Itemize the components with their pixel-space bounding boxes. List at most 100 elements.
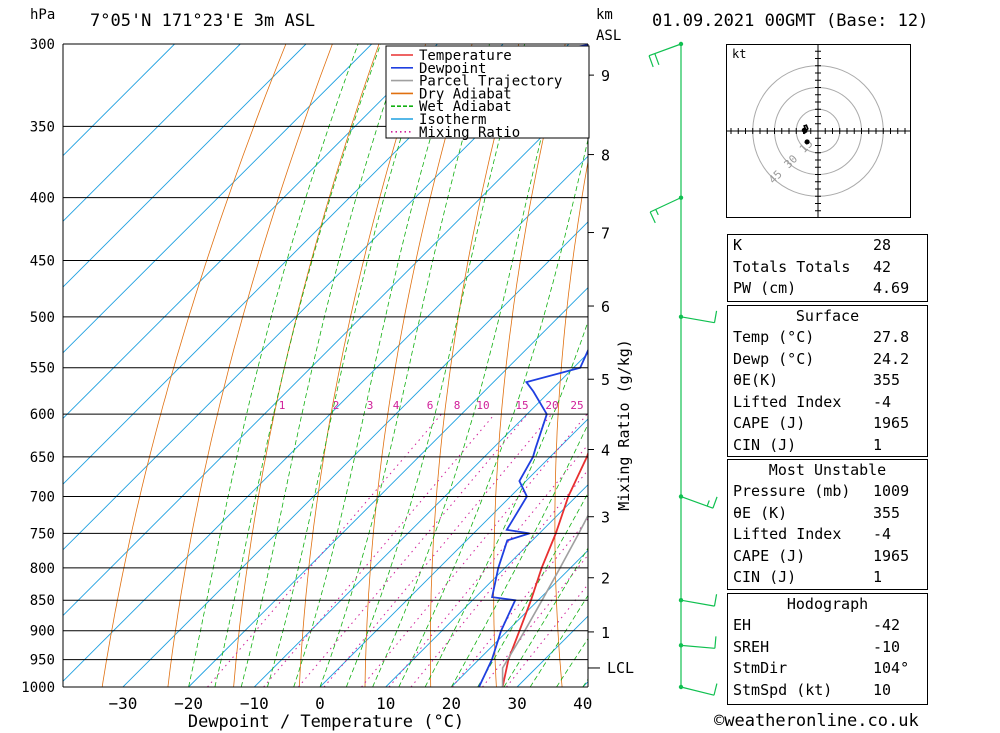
- panel-row-value: 355: [873, 371, 901, 389]
- panel-row-value: 104°: [873, 659, 910, 677]
- panel-row-value: -4: [873, 525, 892, 543]
- panel-row-value: 10: [873, 680, 892, 699]
- panel-row-key: Temp (°C): [733, 328, 815, 346]
- temperature-tick-label: −10: [240, 694, 269, 713]
- panel-row: Pressure (mb) 1009: [728, 481, 927, 502]
- panel-row: PW (cm) 4.69: [728, 278, 927, 299]
- wind-barb-base: [678, 598, 684, 603]
- pressure-tick-label: 850: [30, 593, 55, 609]
- dry-adiabat-line: [167, 44, 333, 687]
- isotherm-line: [385, 484, 588, 687]
- asl-unit-label: ASL: [596, 28, 622, 44]
- panel-row-key: PW (cm): [733, 279, 797, 297]
- panel-row-key: Pressure (mb): [733, 482, 851, 500]
- mixing-ratio-value-label: 4: [393, 399, 400, 412]
- legend-entry: Wet Adiabat: [419, 99, 512, 115]
- hodograph-ring-label: 45: [766, 168, 785, 187]
- panel-row-key: CAPE (J): [733, 546, 806, 565]
- pressure-tick-label: 700: [30, 490, 55, 506]
- wind-barb-staff: [680, 644, 715, 649]
- isotherm-line: [188, 286, 588, 687]
- height-tick-label: 6: [601, 298, 610, 316]
- wind-barb-flag: [714, 636, 717, 649]
- mixing-ratio-value-label: 1: [279, 399, 286, 412]
- temperature-tick-label: 20: [442, 694, 461, 713]
- panel-row-key: StmDir: [733, 659, 788, 677]
- panel-row: CIN (J) 1: [728, 435, 927, 456]
- panel-row: StmSpd (kt) 10: [728, 680, 927, 701]
- pressure-tick-label: 750: [30, 526, 55, 542]
- location-title: 7°05'N 171°23'E 3m ASL: [90, 11, 316, 31]
- wind-barb-base: [678, 494, 684, 499]
- temperature-tick-label: 30: [507, 694, 526, 713]
- wind-barb-flag: [712, 496, 718, 509]
- wind-barb: [649, 195, 684, 224]
- temperature-tick-label: 40: [573, 694, 592, 713]
- isotherm-line: [63, 89, 588, 617]
- wind-barb: [678, 494, 718, 509]
- wind-barb-staff: [648, 43, 682, 57]
- wet-adiabat-line: [293, 44, 459, 687]
- mixing-ratio-line: [451, 518, 588, 687]
- panel-row-key: CAPE (J): [733, 414, 806, 432]
- mixing-ratio-line: [410, 469, 588, 687]
- panel-row-value: 1: [873, 568, 883, 586]
- panel-row: SREH -10: [728, 637, 927, 658]
- panel-row-value: -10: [873, 637, 901, 656]
- copyright-footer: ©weatheronline.co.uk: [714, 711, 919, 731]
- hodograph-unit-label: kt: [732, 47, 746, 61]
- wind-barb-staff: [680, 599, 715, 607]
- panel-title: Most Unstable: [768, 461, 887, 479]
- hpa-unit-label: hPa: [30, 7, 56, 23]
- isotherm-line: [63, 44, 241, 222]
- panel-row-key: θE (K): [733, 503, 788, 522]
- panel-row-key: Totals Totals: [733, 257, 851, 276]
- wind-barb: [648, 41, 684, 68]
- legend-entry: Dewpoint: [419, 61, 486, 77]
- wind-barb-staff: [680, 686, 715, 696]
- panel-row-value: -42: [873, 616, 901, 634]
- mixing-ratio-value-label: 20: [545, 399, 558, 412]
- skewt-diagram: 3003504004505005506006507007508008509009…: [21, 37, 634, 732]
- panel-row-value: 1965: [873, 546, 910, 565]
- panel-row-key: Lifted Index: [733, 525, 842, 543]
- panel-row-value: 1009: [873, 482, 910, 500]
- wind-barb-flag: [713, 594, 718, 607]
- wind-barb-flag: [654, 53, 660, 66]
- panel-row-key: SREH: [733, 637, 770, 656]
- legend-entry: Isotherm: [419, 112, 486, 128]
- panel-row-value: 355: [873, 503, 901, 522]
- wind-barb-flag: [713, 683, 718, 696]
- datetime-title: 01.09.2021 00GMT (Base: 12): [652, 11, 929, 31]
- isotherm-line: [319, 418, 588, 687]
- pressure-tick-label: 1000: [21, 680, 55, 696]
- wind-barb-base: [678, 314, 684, 320]
- wind-barb-staff: [680, 316, 715, 324]
- temperature-tick-label: 0: [315, 694, 325, 713]
- panel-row: CAPE (J) 1965: [728, 546, 927, 567]
- pressure-tick-label: 800: [30, 561, 55, 577]
- height-tick-label: 5: [601, 371, 610, 389]
- height-tick-label: 9: [601, 67, 610, 85]
- pressure-tick-label: 500: [30, 310, 55, 326]
- legend-entry: Dry Adiabat: [419, 86, 512, 102]
- pressure-tick-label: 900: [30, 624, 55, 640]
- isotherm-line: [63, 44, 438, 420]
- panel-row-value: 1965: [873, 414, 910, 432]
- mixing-ratio-line: [263, 413, 495, 687]
- x-axis-title: Dewpoint / Temperature (°C): [188, 712, 464, 732]
- panel-row: θE(K) 355: [728, 370, 927, 391]
- pressure-tick-label: 650: [30, 450, 55, 466]
- panel-row-value: 27.8: [873, 328, 910, 346]
- wind-barb-staff: [649, 197, 682, 213]
- panel-row-key: θE(K): [733, 371, 779, 389]
- pressure-tick-label: 450: [30, 254, 55, 270]
- wet-adiabat-line: [477, 492, 588, 687]
- panel-row-value: 28: [873, 236, 892, 254]
- height-tick-label: 1: [601, 624, 610, 642]
- height-tick-label: 7: [601, 225, 610, 243]
- temperature-tick-label: 10: [376, 694, 395, 713]
- pressure-tick-label: 350: [30, 119, 55, 135]
- legend-entry: Temperature: [419, 48, 512, 64]
